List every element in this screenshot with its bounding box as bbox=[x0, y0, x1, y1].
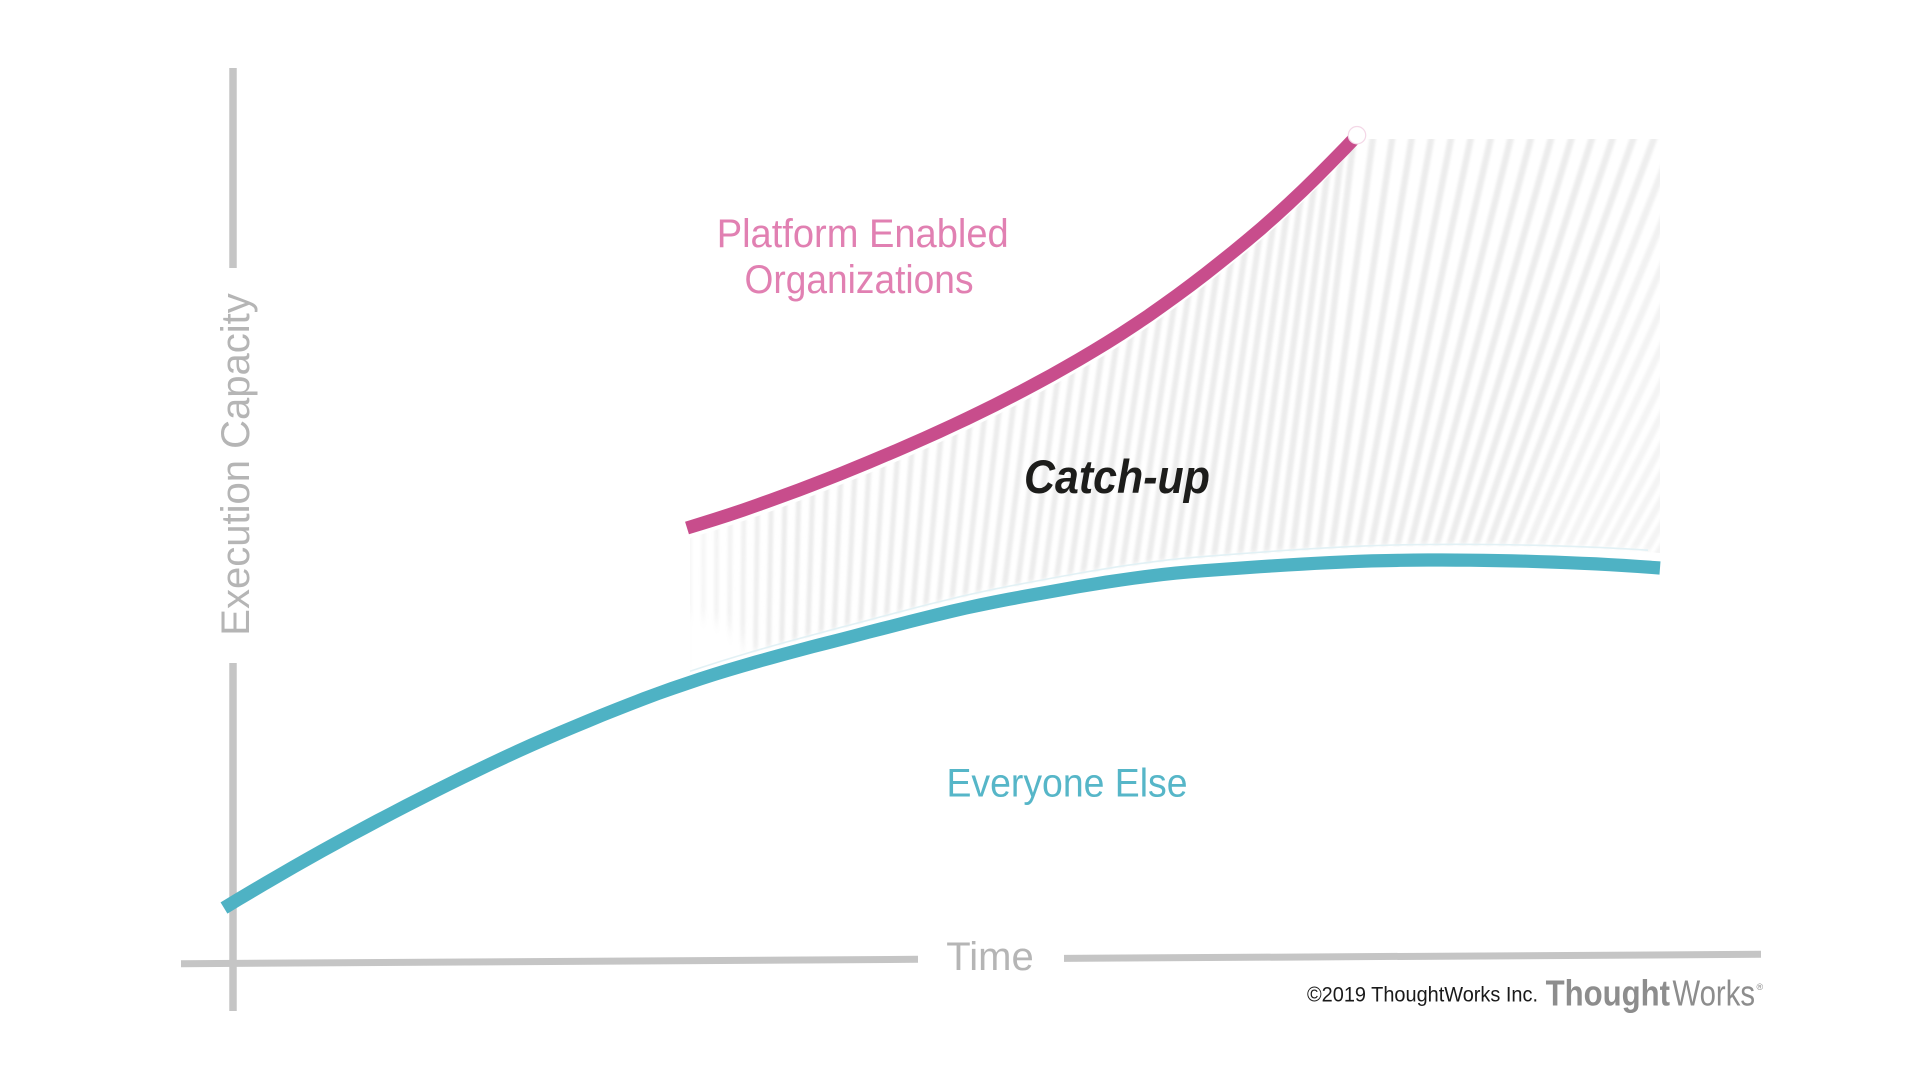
svg-text:Works: Works bbox=[1673, 973, 1756, 1014]
svg-text:Platform Enabled: Platform Enabled bbox=[717, 212, 1009, 256]
svg-text:®: ® bbox=[1757, 982, 1764, 992]
svg-text:Catch-up: Catch-up bbox=[1024, 450, 1210, 503]
svg-text:Everyone Else: Everyone Else bbox=[947, 762, 1188, 806]
svg-text:Time: Time bbox=[946, 935, 1033, 979]
svg-text:Organizations: Organizations bbox=[745, 258, 974, 302]
svg-text:©2019 ThoughtWorks Inc.: ©2019 ThoughtWorks Inc. bbox=[1307, 984, 1538, 1007]
svg-text:Thought: Thought bbox=[1546, 973, 1670, 1014]
svg-text:Execution Capacity: Execution Capacity bbox=[214, 293, 258, 635]
